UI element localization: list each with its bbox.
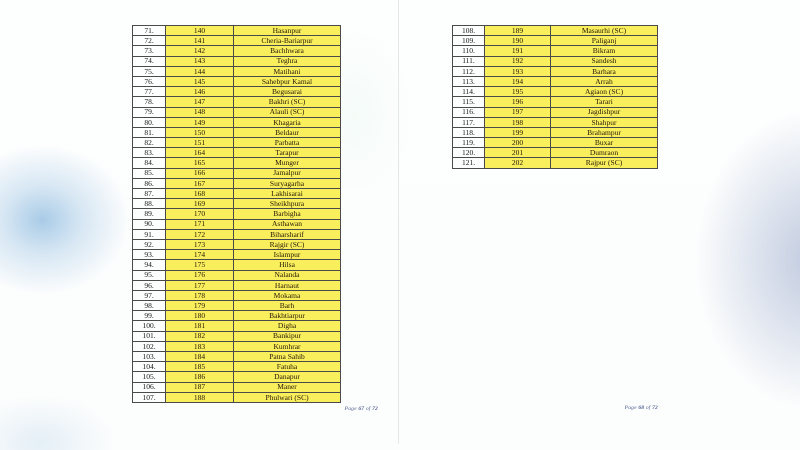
constituency-name-cell: Paliganj [550, 35, 658, 47]
table-row: 72. 141 Cheria-Bariarpur [132, 35, 341, 47]
table-row: 107. 188 Phulwari (SC) [132, 391, 341, 403]
page-divider [398, 0, 399, 444]
serial-number-cell: 113. [452, 75, 485, 88]
constituency-table-right: 108. 189 Masaurhi (SC) 109. 190 Paliganj 110. 1… [452, 24, 658, 169]
serial-number-cell: 115. [452, 96, 485, 108]
footer-total-pages: 72 [652, 405, 658, 411]
serial-number-cell: 116. [452, 106, 485, 118]
table-row: 108. 189 Masaurhi (SC) [452, 24, 658, 37]
serial-number-cell: 114. [452, 86, 485, 98]
constituency-number-cell: 196 [484, 96, 551, 108]
table-row: 83. 164 Tarapur [132, 147, 341, 159]
constituency-table-left: 71. 140 Hasanpur 72. 141 Cheria-Bariarpur 73. 1… [132, 24, 341, 403]
constituency-name-cell: Rajpur (SC) [550, 157, 658, 169]
table-row: 114. 195 Agiaon (SC) [452, 86, 658, 98]
constituency-number-cell: 202 [484, 157, 551, 169]
constituency-number-cell: 197 [484, 106, 551, 118]
table-row: 84. 165 Munger [132, 157, 341, 169]
constituency-name-cell: Brahampur [550, 126, 658, 139]
serial-number-cell: 120. [452, 147, 485, 159]
constituency-name-cell: Agiaon (SC) [550, 86, 658, 98]
serial-number-cell: 121. [452, 157, 485, 169]
table-row: 82. 151 Parbatta [132, 137, 341, 149]
constituency-number-cell: 193 [484, 65, 551, 77]
table-row: 95. 176 Nalanda [132, 269, 341, 281]
footer-of-label: of [365, 406, 371, 412]
table-row: 110. 191 Bikram [452, 45, 658, 57]
table-row: 117. 198 Shahpur [452, 116, 658, 128]
footer-page-number: 68 [638, 405, 645, 411]
constituency-name-cell: Masaurhi (SC) [550, 24, 658, 37]
constituency-number-cell: 192 [484, 55, 551, 67]
constituency-number-cell: 199 [484, 126, 551, 139]
constituency-name-cell: Buxar [550, 137, 658, 149]
table-row: 93. 174 Islampur [132, 249, 341, 261]
constituency-number-cell: 201 [484, 147, 551, 159]
table-row: 115. 196 Tarari [452, 96, 658, 108]
page-footer-left: Page 67 of 72 [298, 406, 378, 412]
serial-number-cell: 111. [452, 55, 485, 67]
constituency-name-cell: Arrah [550, 75, 658, 88]
footer-page-label: Page [344, 406, 357, 412]
table-row: 100. 181 Digha [132, 320, 341, 332]
serial-number-cell: 110. [452, 45, 485, 57]
constituency-number-cell: 194 [484, 75, 551, 88]
table-row: 118. 199 Brahampur [452, 126, 658, 139]
serial-number-cell: 108. [452, 24, 485, 37]
table-row: 76. 145 Sahebpur Kamal [132, 75, 341, 88]
table-row: 113. 194 Arrah [452, 75, 658, 88]
constituency-number-cell: 189 [484, 24, 551, 37]
constituency-number-cell: 198 [484, 116, 551, 128]
constituency-name-cell: Tarari [550, 96, 658, 108]
table-row: 116. 197 Jagdishpur [452, 106, 658, 118]
constituency-name-cell: Jagdishpur [550, 106, 658, 118]
table-row: 109. 190 Paliganj [452, 35, 658, 47]
footer-of-label: of [645, 405, 651, 411]
constituency-number-cell: 190 [484, 35, 551, 47]
serial-number-cell: 112. [452, 65, 485, 77]
constituency-name-cell: Bikram [550, 45, 658, 57]
page-footer-right: Page 68 of 72 [578, 405, 658, 411]
serial-number-cell: 117. [452, 116, 485, 128]
table-row: 112. 193 Barhara [452, 65, 658, 77]
table-row: 111. 192 Sandesh [452, 55, 658, 67]
serial-number-cell: 118. [452, 126, 485, 139]
table-row: 71. 140 Hasanpur [132, 24, 341, 37]
footer-total-pages: 72 [372, 406, 378, 412]
constituency-name-cell: Sandesh [550, 55, 658, 67]
serial-number-cell: 119. [452, 137, 485, 149]
footer-page-number: 67 [358, 406, 365, 412]
constituency-number-cell: 200 [484, 137, 551, 149]
constituency-name-cell: Phulwari (SC) [233, 391, 341, 403]
table-row: 121. 202 Rajpur (SC) [452, 157, 658, 169]
serial-number-cell: 109. [452, 35, 485, 47]
constituency-name-cell: Dumraon [550, 147, 658, 159]
constituency-number-cell: 191 [484, 45, 551, 57]
footer-page-label: Page [624, 405, 637, 411]
constituency-name-cell: Shahpur [550, 116, 658, 128]
table-row: 119. 200 Buxar [452, 137, 658, 149]
constituency-name-cell: Barhara [550, 65, 658, 77]
constituency-number-cell: 195 [484, 86, 551, 98]
table-row: 120. 201 Dumraon [452, 147, 658, 159]
